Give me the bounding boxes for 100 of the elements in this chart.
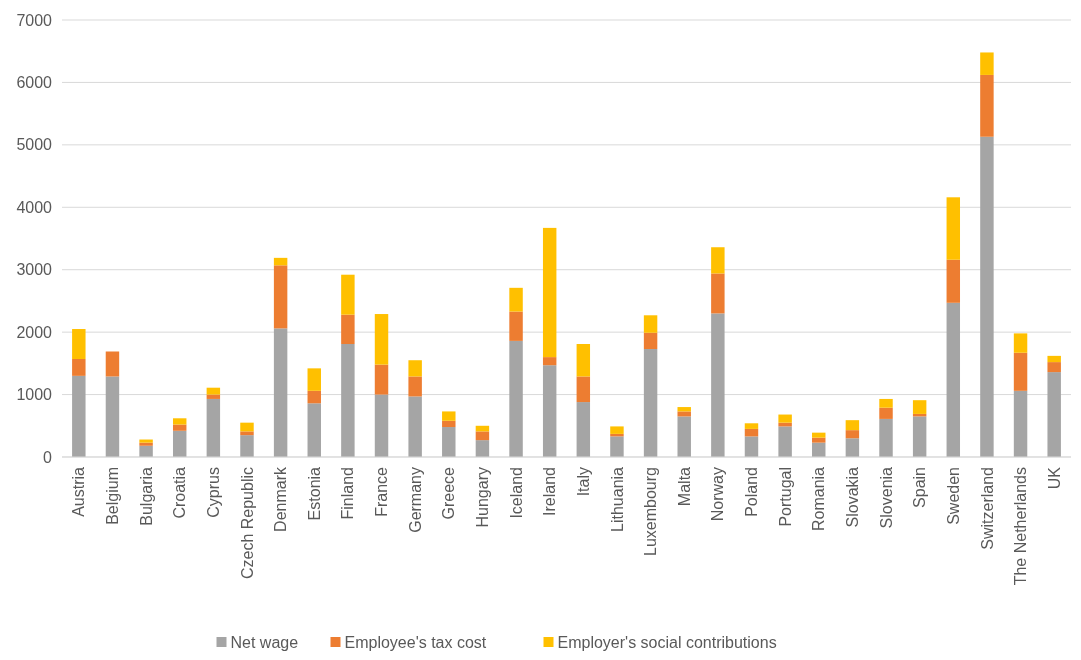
bar: [980, 136, 994, 457]
bar: [1047, 372, 1061, 457]
x-tick-label: Belgium: [104, 467, 122, 525]
bar: [643, 349, 658, 457]
bar: [879, 418, 893, 457]
bar: [542, 227, 557, 358]
bar: [576, 344, 591, 377]
bar: [643, 332, 658, 349]
bar: [946, 259, 961, 303]
bar: [105, 376, 120, 457]
x-tick-label: Portugal: [776, 467, 794, 527]
bar: [408, 396, 422, 457]
bar: [576, 402, 591, 457]
bar: [341, 274, 355, 315]
bar: [206, 398, 221, 457]
x-tick-label: Norway: [709, 467, 727, 522]
bar: [509, 340, 523, 457]
bar: [206, 387, 221, 395]
x-tick-label: Germany: [406, 467, 424, 533]
bar: [273, 257, 288, 266]
bar: [812, 432, 826, 438]
bar: [408, 360, 422, 377]
x-tick-label: Italy: [574, 467, 592, 497]
bar: [610, 426, 624, 434]
bar: [374, 364, 389, 395]
legend-label: Employer's social contributions: [557, 633, 777, 651]
x-tick-label: Ireland: [541, 467, 559, 516]
bar: [610, 436, 624, 457]
x-tick-label: Romania: [810, 466, 828, 532]
x-tick-label: France: [373, 466, 391, 517]
bar: [711, 247, 725, 274]
x-tick-label: Slovakia: [843, 466, 861, 528]
bar: [475, 440, 490, 457]
bar: [912, 416, 927, 457]
y-tick-label: 2000: [16, 323, 53, 341]
x-tick-label: Cyprus: [204, 467, 222, 518]
bar: [677, 411, 691, 417]
x-tick-label: Lithuania: [608, 466, 626, 532]
x-tick-label: Denmark: [272, 466, 290, 532]
x-tick-label: Luxembourg: [642, 467, 660, 556]
bar: [778, 426, 792, 457]
bar: [240, 431, 254, 436]
y-tick-label: 4000: [16, 198, 53, 216]
bar: [677, 416, 691, 457]
x-tick-label: Croatia: [171, 466, 189, 519]
bar: [307, 403, 321, 457]
bar: [172, 418, 187, 425]
bar: [341, 344, 355, 457]
bar: [912, 400, 927, 414]
bar: [475, 431, 490, 441]
bar: [744, 423, 759, 429]
bar: [442, 420, 456, 428]
bar: [946, 302, 961, 457]
bar: [812, 437, 826, 443]
bar: [307, 368, 321, 391]
x-tick-label: Finland: [339, 467, 357, 520]
bar: [576, 376, 591, 403]
bar: [408, 376, 422, 397]
x-tick-label: Bulgaria: [137, 466, 155, 526]
bar: [845, 430, 860, 439]
bar: [442, 411, 456, 421]
bar: [307, 390, 321, 404]
bar: [139, 445, 153, 457]
bar: [542, 357, 557, 366]
bar: [677, 407, 691, 412]
bar: [845, 438, 860, 457]
bar: [879, 398, 893, 408]
bar: [1013, 333, 1028, 353]
y-tick-label: 6000: [16, 74, 53, 92]
bar: [1047, 362, 1061, 373]
bar: [72, 358, 86, 376]
bar: [643, 315, 658, 333]
bar: [172, 424, 187, 431]
bar: [172, 430, 187, 457]
bar: [845, 420, 860, 431]
bar: [509, 287, 523, 312]
bar: [72, 329, 86, 359]
bar: [1013, 390, 1028, 457]
x-tick-label: Spain: [911, 467, 929, 508]
y-tick-label: 1000: [16, 386, 53, 404]
bar: [946, 197, 961, 260]
x-tick-label: Slovenia: [877, 466, 895, 529]
y-tick-label: 0: [43, 448, 53, 466]
y-tick-label: 3000: [16, 261, 53, 279]
x-tick-label: The Netherlands: [1012, 467, 1030, 586]
bar: [509, 311, 523, 341]
bar: [374, 394, 389, 457]
legend-label: Net wage: [230, 633, 299, 651]
bar: [105, 351, 120, 377]
x-tick-label: Hungary: [474, 467, 492, 528]
bar: [273, 265, 288, 329]
x-tick-label: Sweden: [944, 467, 962, 525]
x-tick-label: Malta: [675, 466, 693, 507]
x-tick-label: Estonia: [305, 466, 323, 521]
bar: [711, 313, 725, 457]
bar: [778, 414, 792, 423]
x-tick-label: Austria: [70, 466, 88, 517]
bar: [1013, 352, 1028, 391]
bar: [273, 328, 288, 457]
bar: [240, 422, 254, 432]
